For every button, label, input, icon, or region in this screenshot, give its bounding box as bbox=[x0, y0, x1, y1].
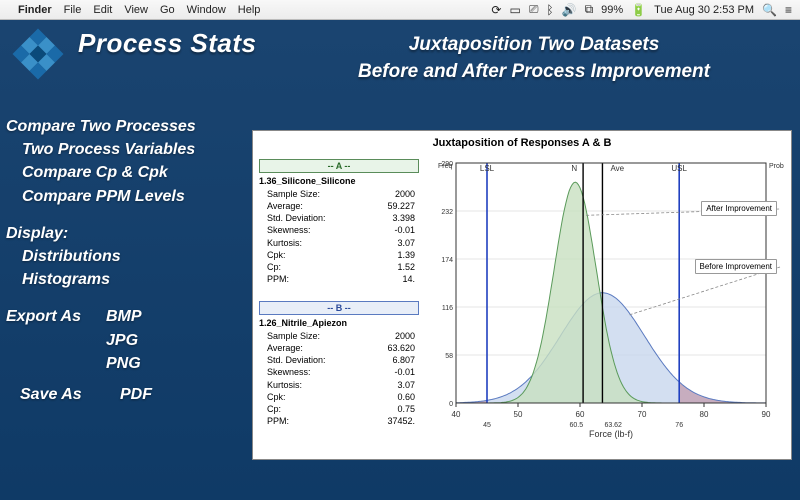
menu-window[interactable]: Window bbox=[187, 4, 226, 16]
menu-go[interactable]: Go bbox=[160, 4, 175, 16]
feature-ppm: Compare PPM Levels bbox=[22, 185, 196, 208]
callout-before: Before Improvement bbox=[695, 259, 777, 274]
save-pdf: PDF bbox=[120, 383, 152, 406]
subtitle-line2: Before and After Process Improvement bbox=[280, 59, 788, 86]
distribution-plot: 058116174232290405060708090LSL45USL76NAv… bbox=[428, 153, 788, 443]
battery-icon[interactable]: 🔋 bbox=[631, 3, 646, 17]
svg-text:70: 70 bbox=[638, 410, 647, 419]
svg-text:0: 0 bbox=[449, 401, 453, 408]
menu-help[interactable]: Help bbox=[238, 4, 261, 16]
chart-panel: Juxtaposition of Responses A & B -- A --… bbox=[252, 130, 792, 460]
stats-header-b: -- B -- bbox=[259, 301, 419, 315]
export-png: PNG bbox=[106, 352, 142, 375]
stats-row: Kurtosis:3.07 bbox=[259, 379, 419, 391]
stats-row: PPM:37452. bbox=[259, 415, 419, 427]
svg-text:174: 174 bbox=[441, 257, 453, 264]
sync-icon[interactable]: ⟳ bbox=[491, 3, 501, 17]
stats-box-b: -- B -- 1.26_Nitrile_Apiezon Sample Size… bbox=[259, 301, 419, 427]
menubar: Finder File Edit View Go Window Help ⟳ ▭… bbox=[0, 0, 800, 20]
notifications-icon[interactable]: ≡ bbox=[785, 3, 792, 17]
svg-text:63.62: 63.62 bbox=[604, 422, 622, 429]
stats-row: Sample Size:2000 bbox=[259, 330, 419, 342]
menu-file[interactable]: File bbox=[64, 4, 82, 16]
callout-after: After Improvement bbox=[701, 201, 777, 216]
app-subtitle: Juxtaposition Two Datasets Before and Af… bbox=[280, 32, 788, 85]
feature-list: Compare Two Processes Two Process Variab… bbox=[6, 115, 196, 406]
svg-text:N: N bbox=[571, 164, 577, 173]
display-distributions: Distributions bbox=[22, 245, 196, 268]
spotlight-icon[interactable]: 🔍 bbox=[762, 3, 777, 17]
menu-edit[interactable]: Edit bbox=[93, 4, 112, 16]
svg-text:USL: USL bbox=[671, 164, 687, 173]
subtitle-line1: Juxtaposition Two Datasets bbox=[280, 32, 788, 59]
app-title: Process Stats bbox=[78, 28, 256, 59]
stats-row: Average:59.227 bbox=[259, 200, 419, 212]
bluetooth-icon[interactable]: ᛒ bbox=[546, 3, 553, 17]
menubar-datetime[interactable]: Tue Aug 30 2:53 PM bbox=[654, 4, 754, 16]
svg-text:Freq: Freq bbox=[438, 163, 453, 170]
svg-text:LSL: LSL bbox=[480, 164, 495, 173]
svg-text:232: 232 bbox=[441, 209, 453, 216]
svg-text:116: 116 bbox=[442, 305, 453, 312]
app-window: Process Stats Juxtaposition Two Datasets… bbox=[0, 20, 800, 500]
feature-variables: Two Process Variables bbox=[22, 138, 196, 161]
feature-compare: Compare Two Processes bbox=[6, 115, 196, 138]
svg-text:Prob: Prob bbox=[769, 163, 784, 170]
volume-icon[interactable]: 🔊 bbox=[562, 3, 577, 17]
chart-title: Juxtaposition of Responses A & B bbox=[253, 131, 791, 151]
stats-row: Cp:1.52 bbox=[259, 261, 419, 273]
stats-box-a: -- A -- 1.36_Silicone_Silicone Sample Si… bbox=[259, 159, 419, 285]
svg-text:Ave: Ave bbox=[610, 164, 624, 173]
stats-row: Cpk:1.39 bbox=[259, 249, 419, 261]
svg-text:90: 90 bbox=[762, 410, 771, 419]
stats-name-a: 1.36_Silicone_Silicone bbox=[259, 176, 419, 186]
battery-text: 99% bbox=[601, 4, 623, 16]
menubar-app[interactable]: Finder bbox=[18, 4, 52, 16]
svg-text:80: 80 bbox=[700, 410, 709, 419]
svg-text:45: 45 bbox=[483, 422, 491, 429]
svg-text:40: 40 bbox=[452, 410, 461, 419]
stats-row: Std. Deviation:3.398 bbox=[259, 212, 419, 224]
display-histograms: Histograms bbox=[22, 268, 196, 291]
stats-row: Cpk:0.60 bbox=[259, 391, 419, 403]
export-bmp: BMP bbox=[106, 305, 142, 328]
feature-cpcpk: Compare Cp & Cpk bbox=[22, 161, 196, 184]
app-logo-icon bbox=[12, 28, 64, 80]
stats-name-b: 1.26_Nitrile_Apiezon bbox=[259, 318, 419, 328]
wifi-icon[interactable]: ⧉ bbox=[585, 2, 594, 17]
stats-row: PPM:14. bbox=[259, 273, 419, 285]
stats-row: Std. Deviation:6.807 bbox=[259, 354, 419, 366]
svg-text:50: 50 bbox=[514, 410, 523, 419]
display-icon[interactable]: ▭ bbox=[509, 3, 520, 17]
stats-row: Skewness:-0.01 bbox=[259, 366, 419, 378]
svg-text:60: 60 bbox=[576, 410, 585, 419]
airplay-icon[interactable]: ⎚ bbox=[529, 2, 539, 17]
svg-text:76: 76 bbox=[675, 422, 683, 429]
stats-row: Average:63.620 bbox=[259, 342, 419, 354]
export-header: Export As bbox=[6, 305, 106, 375]
export-jpg: JPG bbox=[106, 329, 142, 352]
stats-row: Cp:0.75 bbox=[259, 403, 419, 415]
svg-text:58: 58 bbox=[445, 353, 453, 360]
stats-row: Sample Size:2000 bbox=[259, 188, 419, 200]
stats-header-a: -- A -- bbox=[259, 159, 419, 173]
display-header: Display: bbox=[6, 222, 196, 245]
save-header: Save As bbox=[20, 383, 120, 406]
svg-text:Force (lb-f): Force (lb-f) bbox=[589, 429, 633, 439]
svg-text:60.5: 60.5 bbox=[569, 422, 583, 429]
menu-view[interactable]: View bbox=[124, 4, 148, 16]
stats-row: Skewness:-0.01 bbox=[259, 224, 419, 236]
stats-row: Kurtosis:3.07 bbox=[259, 237, 419, 249]
